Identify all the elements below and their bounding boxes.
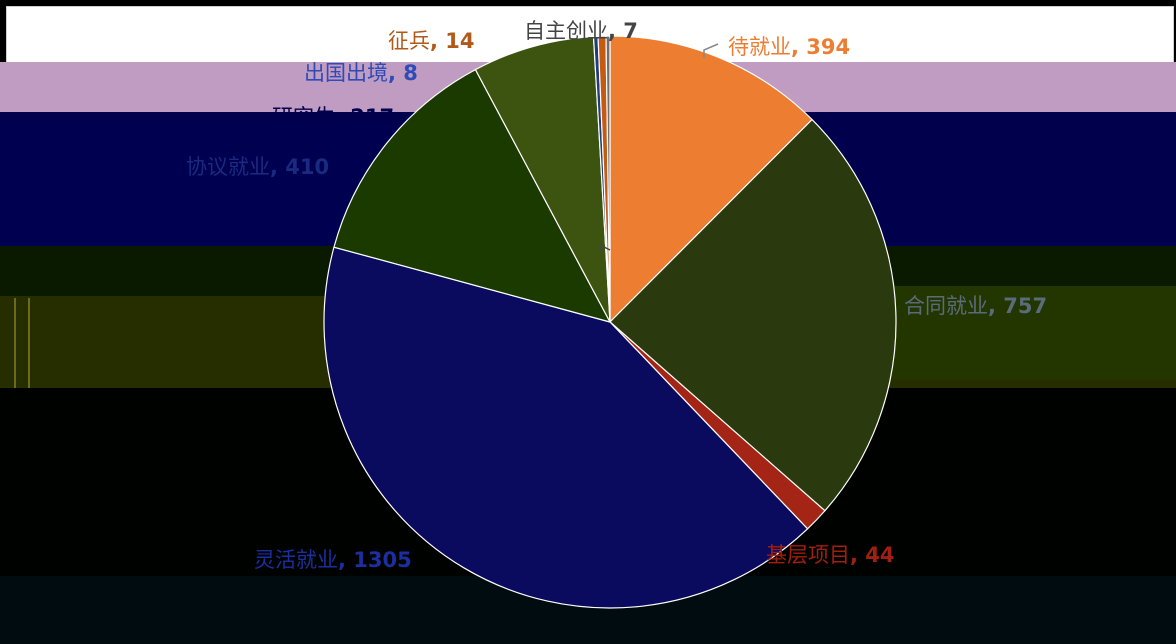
data-label: 待就业, 394: [728, 35, 850, 59]
data-label: 基层项目, 44: [766, 543, 895, 567]
artifact-line: [14, 298, 16, 388]
data-label: 出国出境, 8: [304, 61, 418, 85]
artifact-band-olive-right: [890, 286, 1176, 380]
data-label: 合同就业, 757: [904, 294, 1047, 318]
leader-line: [599, 243, 611, 253]
data-label: 灵活就业, 1305: [254, 548, 412, 572]
pie-slice: [609, 35, 813, 324]
pie-slice: [474, 35, 611, 323]
data-label: 征兵, 14: [388, 29, 475, 53]
data-label: 研究生, 217: [272, 105, 394, 129]
artifact-line: [28, 298, 30, 388]
pie-slice: [609, 118, 897, 512]
leader-line: [703, 43, 719, 58]
data-label: 自主创业, 7: [524, 19, 638, 43]
data-label: 协议就业, 410: [186, 155, 329, 179]
pie-slice: [605, 35, 611, 323]
pie-slice: [323, 246, 809, 609]
pie-slice: [333, 68, 612, 323]
